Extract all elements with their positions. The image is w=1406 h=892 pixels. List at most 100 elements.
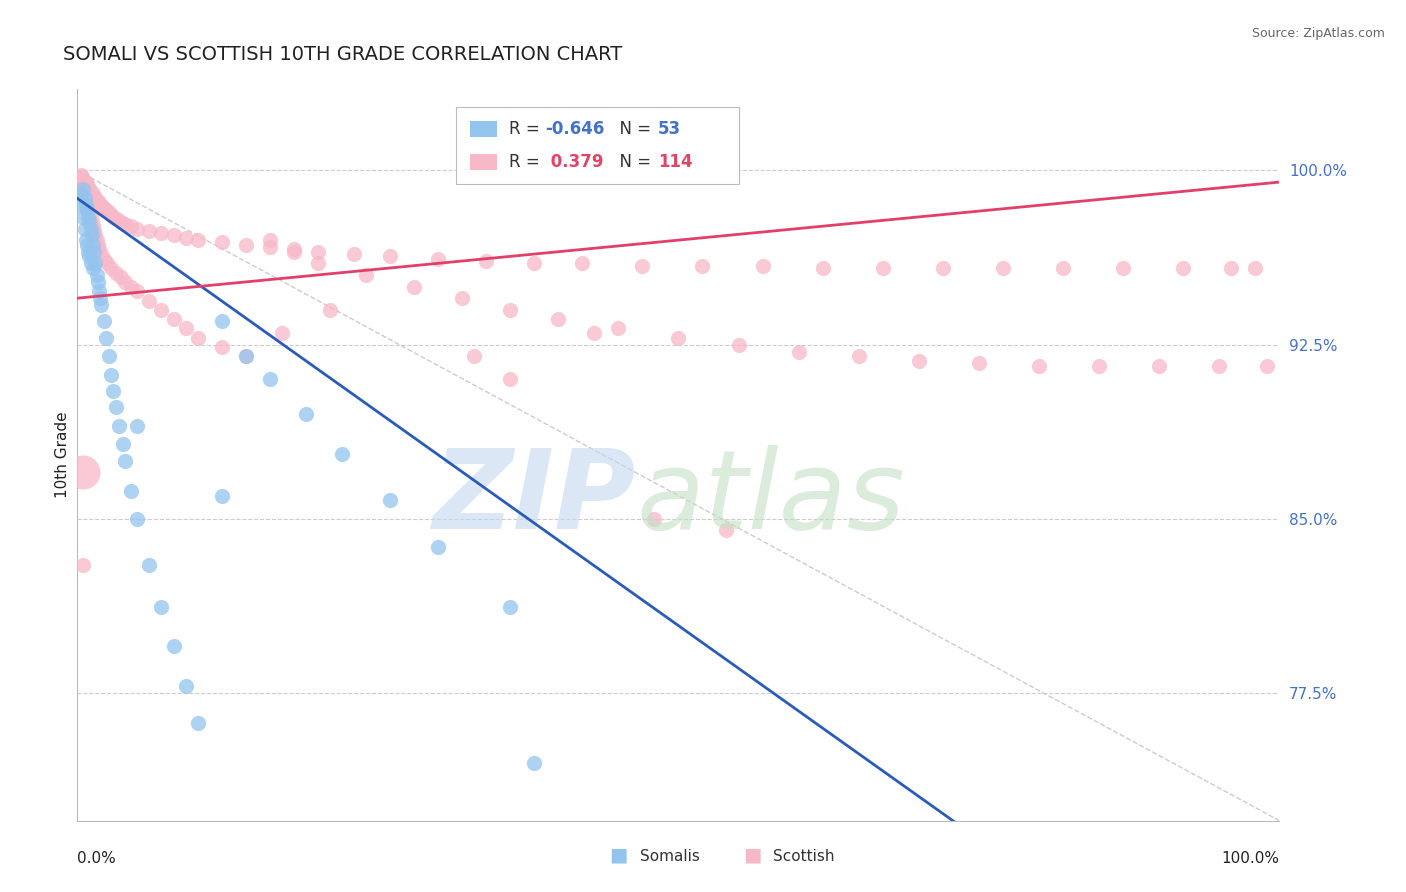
Text: ■: ■ [742, 846, 762, 864]
Point [79, 185, 101, 199]
Point [111, 437, 134, 451]
Point [354, 268, 377, 282]
Point [96, 256, 118, 270]
Point [1256, 359, 1278, 373]
Point [87, 284, 110, 298]
Text: R =: R = [509, 120, 546, 138]
Point [607, 321, 630, 335]
Point [751, 259, 773, 273]
Point [89, 291, 111, 305]
Point [100, 368, 122, 382]
Point [186, 331, 209, 345]
Text: ■: ■ [609, 846, 628, 864]
Point [83, 224, 105, 238]
Point [103, 384, 125, 398]
Point [235, 349, 257, 363]
Point [70, 170, 93, 185]
Point [72, 466, 94, 480]
Point [120, 219, 142, 234]
Point [100, 208, 122, 222]
Point [93, 201, 115, 215]
Point [72, 182, 94, 196]
Text: 114: 114 [658, 153, 693, 171]
Point [90, 247, 112, 261]
Point [378, 493, 401, 508]
Point [77, 244, 100, 259]
Point [127, 284, 149, 298]
Point [75, 175, 97, 189]
Point [114, 217, 136, 231]
Point [104, 266, 127, 280]
Point [727, 337, 749, 351]
Point [70, 198, 93, 212]
Point [79, 205, 101, 219]
Text: 0.0%: 0.0% [77, 851, 117, 866]
Point [127, 221, 149, 235]
Point [87, 275, 110, 289]
Point [211, 235, 233, 250]
Point [127, 418, 149, 433]
Point [547, 312, 569, 326]
Point [848, 349, 870, 363]
Point [499, 372, 522, 386]
Point [283, 244, 305, 259]
FancyBboxPatch shape [456, 108, 738, 185]
Point [235, 237, 257, 252]
Point [100, 260, 122, 275]
Point [77, 201, 100, 215]
Point [427, 252, 450, 266]
Point [499, 302, 522, 317]
Point [103, 210, 125, 224]
Point [1052, 260, 1074, 275]
Point [307, 256, 329, 270]
Point [84, 256, 107, 270]
Point [90, 198, 112, 212]
Point [89, 198, 111, 212]
Point [174, 679, 197, 693]
Point [330, 447, 353, 461]
Point [80, 214, 103, 228]
Point [643, 512, 665, 526]
Point [211, 340, 233, 354]
Point [150, 226, 173, 240]
Point [668, 331, 690, 345]
Text: R =: R = [509, 153, 546, 171]
Point [211, 489, 233, 503]
Point [162, 228, 184, 243]
Text: 100.0%: 100.0% [1222, 851, 1279, 866]
Text: Somalis: Somalis [640, 849, 700, 863]
Point [402, 279, 425, 293]
Point [72, 182, 94, 196]
Point [138, 558, 160, 573]
Point [93, 314, 115, 328]
Point [83, 244, 105, 259]
Point [259, 233, 281, 247]
Point [84, 228, 107, 243]
Point [319, 302, 342, 317]
Point [96, 202, 118, 217]
Point [76, 237, 98, 252]
Point [75, 191, 97, 205]
Point [932, 260, 955, 275]
Point [523, 756, 546, 770]
Point [583, 326, 606, 340]
Point [83, 189, 105, 203]
Point [1112, 260, 1135, 275]
Point [259, 372, 281, 386]
Text: atlas: atlas [637, 445, 905, 552]
Point [692, 259, 714, 273]
Point [716, 524, 738, 538]
Point [908, 354, 931, 368]
Point [77, 179, 100, 194]
Point [79, 214, 101, 228]
Point [307, 244, 329, 259]
Point [1173, 260, 1195, 275]
Point [174, 321, 197, 335]
Point [86, 233, 108, 247]
FancyBboxPatch shape [471, 121, 496, 137]
Point [97, 349, 120, 363]
Point [75, 198, 97, 212]
Point [104, 401, 127, 415]
Point [72, 173, 94, 187]
Point [787, 344, 810, 359]
